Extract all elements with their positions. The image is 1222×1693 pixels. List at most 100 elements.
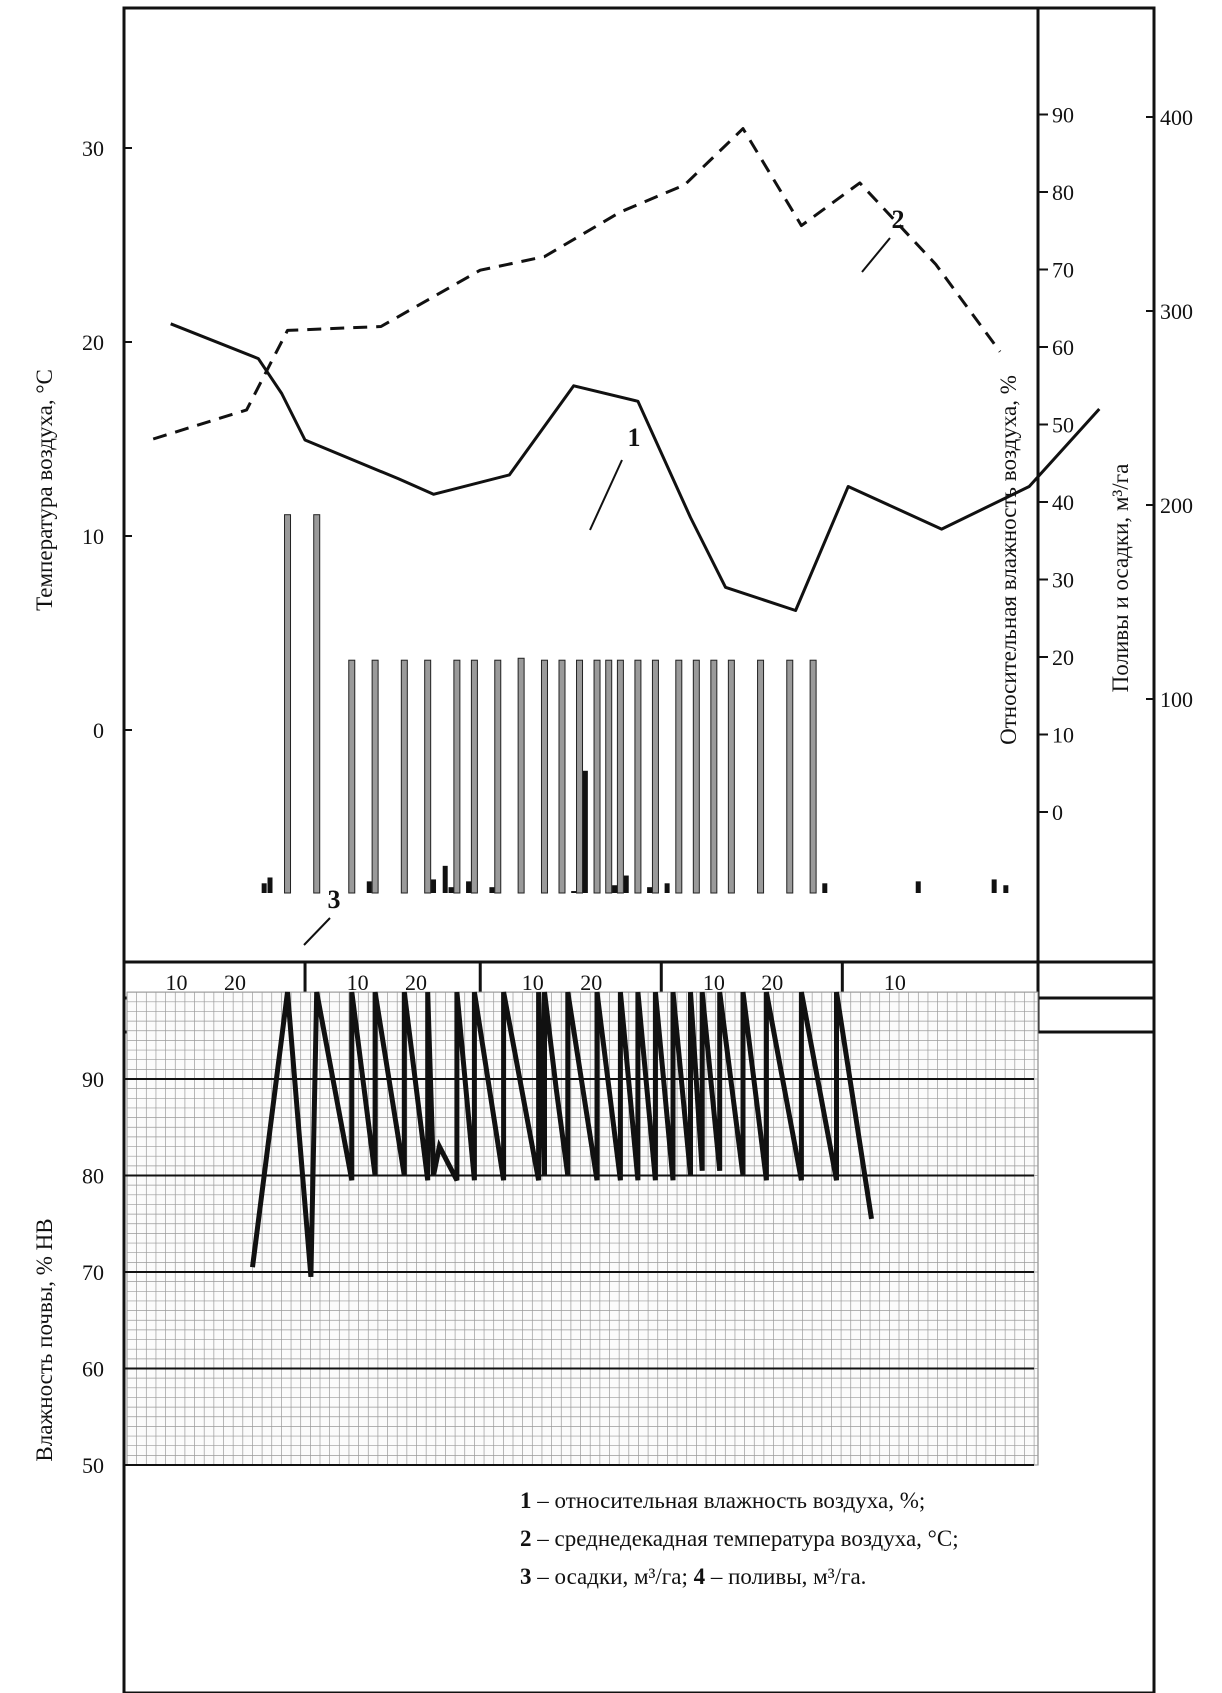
water-tick-label: 100 (1160, 687, 1193, 712)
day-tick-label: 10 (347, 970, 369, 995)
series-3-bar (366, 881, 372, 893)
series-3-label: 3 (328, 885, 341, 914)
series-3-bar (466, 881, 472, 893)
legend-num-1: 1 (520, 1488, 532, 1513)
series-3-bar (822, 883, 828, 893)
legend-num-3: 3 (520, 1564, 532, 1589)
legend-background (516, 1466, 1038, 1584)
legend-text-1: – относительная влажность воздуха, %; (532, 1488, 926, 1513)
series-1-line (170, 322, 1101, 612)
legend-entry-3: 3 – осадки, м³/га; 4 – поливы, м³/га. (520, 1564, 866, 1589)
temperature-tick-label: 0 (93, 718, 104, 743)
humidity-tick-label: 10 (1052, 723, 1074, 748)
soil-tick-label: 90 (82, 1067, 104, 1092)
humidity-tick-label: 90 (1052, 103, 1074, 128)
humidity-axis-title: Относительная влажность воздуха, % (996, 375, 1021, 745)
temperature-tick-label: 30 (82, 136, 104, 161)
series-4-bar (284, 514, 292, 894)
series-3-bar (261, 883, 267, 893)
legend-num-2: 2 (520, 1526, 532, 1551)
grid-area (126, 991, 1039, 1466)
series-4-bar (593, 659, 601, 894)
series-2-label: 2 (892, 205, 905, 234)
series-4-bar (809, 659, 817, 894)
series-4-bar (540, 659, 548, 894)
soil-moisture-line-layer (250, 991, 874, 1278)
series-4-bar (576, 659, 584, 894)
series-3-bar (267, 877, 273, 893)
series-4-bar (616, 659, 624, 894)
humidity-tick-label: 20 (1052, 645, 1074, 670)
legend-entry-2: 2 – среднедекадная температура воздуха, … (520, 1526, 959, 1551)
series-4-bar (786, 659, 794, 894)
climate-lines: 1 2 3 (152, 127, 1101, 946)
humidity-tick-label: 0 (1052, 800, 1063, 825)
precipitation-irrigation-bars (261, 514, 1009, 894)
series-4-bar (400, 659, 408, 894)
series-3-bar (623, 875, 629, 893)
soil-moisture-line (250, 991, 874, 1278)
series-3-bar (647, 887, 653, 893)
series-4-bar (424, 659, 432, 894)
series-4-bar (494, 659, 502, 894)
day-tick-label: 10 (522, 970, 544, 995)
legend-text-3: – осадки, м³/га; (532, 1564, 694, 1589)
temperature-tick-label: 10 (82, 524, 104, 549)
series-2-pointer (861, 237, 891, 273)
series-3-bar (448, 887, 454, 893)
series-4-bar (634, 659, 642, 894)
series-3-pointer (303, 917, 331, 946)
water-axis-title: Поливы и осадки, м³/га (1108, 464, 1133, 693)
legend-entry-1: 1 – относительная влажность воздуха, %; (520, 1488, 925, 1513)
series-4-bar (757, 659, 765, 894)
series-4-bar (727, 659, 735, 894)
series-1-label: 1 (628, 423, 641, 452)
water-tick-label: 400 (1160, 105, 1193, 130)
legend: 1 – относительная влажность воздуха, %; … (520, 1488, 959, 1589)
series-3-bar (582, 770, 588, 893)
series-3-bar (571, 891, 577, 893)
series-4-bar (710, 659, 718, 894)
series-4-bar (605, 659, 613, 894)
soil-tick-label: 60 (82, 1357, 104, 1382)
soil-moisture-grid: 50 60 70 80 90 (82, 991, 1039, 1478)
soil-tick-label: 50 (82, 1453, 104, 1478)
series-3-bar (489, 887, 495, 893)
legend-text-4: – поливы, м³/га. (705, 1564, 866, 1589)
humidity-tick-label: 50 (1052, 413, 1074, 438)
water-tick-label: 200 (1160, 493, 1193, 518)
temperature-tick-label: 20 (82, 330, 104, 355)
soil-tick-label: 80 (82, 1164, 104, 1189)
day-tick-label: 20 (580, 970, 602, 995)
day-tick-label: 20 (761, 970, 783, 995)
series-3-bar (612, 885, 618, 893)
day-tick-label: 10 (166, 970, 188, 995)
humidity-tick-label: 30 (1052, 568, 1074, 593)
legend-num-4: 4 (694, 1564, 706, 1589)
legend-text-2: – среднедекадная температура воздуха, °С… (532, 1526, 959, 1551)
series-3-bar (442, 865, 448, 893)
humidity-tick-label: 60 (1052, 335, 1074, 360)
series-4-bar (371, 659, 379, 894)
figure-frame (122, 6, 1156, 1693)
series-4-bar (517, 657, 525, 894)
day-tick-label: 20 (405, 970, 427, 995)
series-3-bar (991, 879, 997, 893)
soil-tick-label: 70 (82, 1260, 104, 1285)
humidity-tick-label: 70 (1052, 258, 1074, 283)
series-3-bar (915, 881, 921, 893)
water-tick-label: 300 (1160, 299, 1193, 324)
series-2-line (152, 127, 1002, 441)
soil-moisture-axis-title: Влажность почвы, % НВ (32, 1218, 57, 1461)
series-4-bar (675, 659, 683, 894)
series-3-bar (664, 883, 670, 893)
humidity-tick-label: 80 (1052, 180, 1074, 205)
series-4-bar (313, 514, 321, 894)
series-3-bar (1003, 885, 1009, 893)
series-4-bar (651, 659, 659, 894)
day-tick-label: 10 (884, 970, 906, 995)
series-4-bar (453, 659, 461, 894)
series-4-bar (348, 659, 356, 894)
